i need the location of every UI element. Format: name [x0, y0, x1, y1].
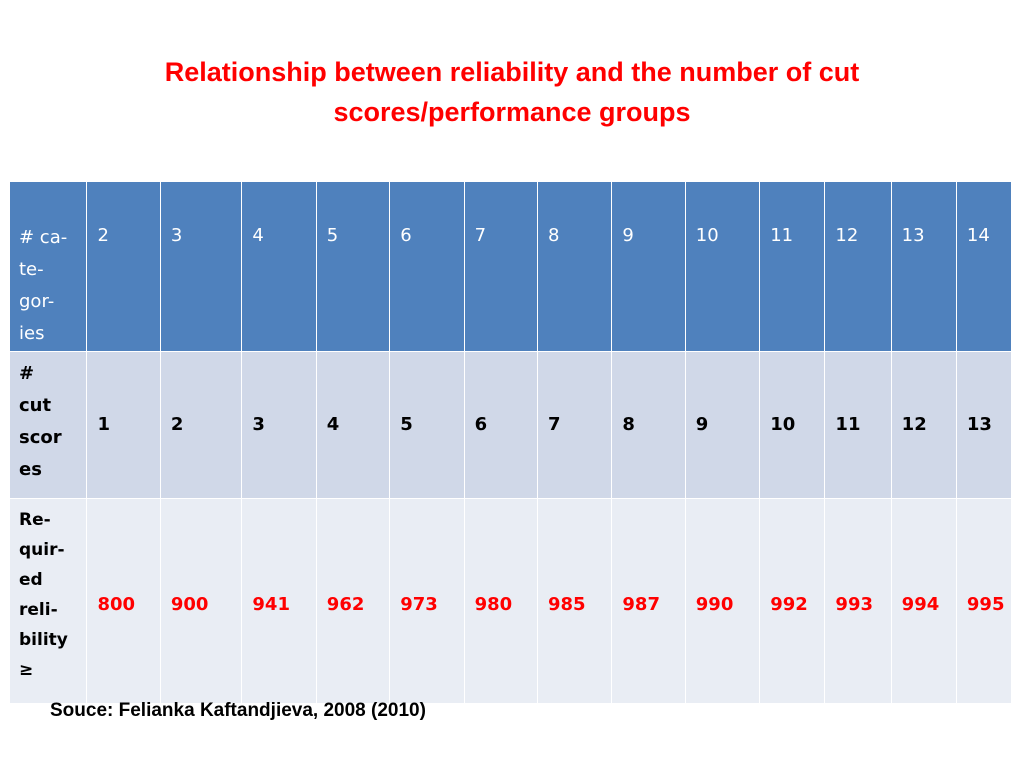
row-label-line: Re- [19, 510, 51, 530]
row-label-line: ies [19, 323, 45, 344]
slide-title: Relationship between reliability and the… [164, 57, 860, 127]
row-label-line: gor- [19, 291, 55, 312]
row-label: # cut scor es [8, 351, 88, 499]
table-cell: 14 [955, 181, 1013, 352]
table-cell: 7 [536, 351, 613, 499]
table-cell: 6 [389, 181, 465, 352]
table-cell: 7 [463, 181, 538, 352]
table-cell: 985 [536, 498, 613, 704]
table-cell: 941 [241, 498, 317, 704]
table-cell: 13 [955, 351, 1013, 499]
table-cell: 11 [759, 181, 826, 352]
row-label-line: quir- [19, 540, 65, 560]
row-label-line: es [19, 459, 42, 480]
table-cell: 9 [611, 181, 686, 352]
row-label-line: # ca- [19, 227, 68, 248]
source-citation: Souce: Felianka Kaftandjieva, 2008 (2010… [50, 700, 426, 721]
row-label-line: ed [19, 570, 43, 590]
row-label-line: # [19, 363, 35, 384]
row-label: Re-quir-ed reli-bility ≥ [8, 498, 88, 704]
row-label-line: ≥ [19, 660, 34, 680]
row-label-line: te- [19, 259, 44, 280]
table-cell: 10 [684, 181, 761, 352]
table-cell: 8 [536, 181, 613, 352]
required-reliability-row: Re-quir-ed reli-bility ≥800 900 941 962 973 98… [8, 498, 1013, 704]
table-cell: 973 [389, 498, 465, 704]
table-cell: 990 [684, 498, 761, 704]
table-cell: 980 [463, 498, 538, 704]
table-cell: 5 [389, 351, 465, 499]
table-cell: 8 [611, 351, 686, 499]
table-cell: 2 [86, 181, 161, 352]
table-cell: 2 [159, 351, 243, 499]
table-cell: 3 [241, 351, 317, 499]
table-cell: 800 [86, 498, 161, 704]
table-cell: 10 [759, 351, 826, 499]
table-cell: 900 [159, 498, 243, 704]
table-cell: 3 [159, 181, 243, 352]
table-cell: 12 [890, 351, 957, 499]
table-cell: 962 [315, 498, 391, 704]
row-label-line: bility [19, 630, 68, 650]
table-cell: 13 [890, 181, 957, 352]
table-cell: 995 [955, 498, 1013, 704]
table-cell: 5 [315, 181, 391, 352]
table-cell: 994 [890, 498, 957, 704]
table-cell: 9 [684, 351, 761, 499]
row-label-line: scor [19, 427, 62, 448]
table-cell: 992 [759, 498, 826, 704]
table-cell: 11 [824, 351, 892, 499]
table-cell: 987 [611, 498, 686, 704]
table-cell: 4 [241, 181, 317, 352]
cut-scores-row: # cut scor es 1 2 3 4 5 6 7 8 9 10 11 12 13 [8, 351, 1013, 499]
row-label-line: reli- [19, 600, 58, 620]
row-label-line: cut [19, 395, 52, 416]
table-cell: 993 [824, 498, 892, 704]
categories-row: # ca-te-gor-ies 2 3 4 5 6 7 8 9 10 11 12 13 14 [8, 181, 1013, 352]
table-cell: 6 [463, 351, 538, 499]
table-cell: 4 [315, 351, 391, 499]
table-cell: 12 [824, 181, 892, 352]
row-label: # ca-te-gor-ies [8, 181, 88, 352]
reliability-table: # ca-te-gor-ies 2 3 4 5 6 7 8 9 10 11 12 13 14 # cut sco… [8, 181, 1013, 704]
table-cell: 1 [86, 351, 161, 499]
